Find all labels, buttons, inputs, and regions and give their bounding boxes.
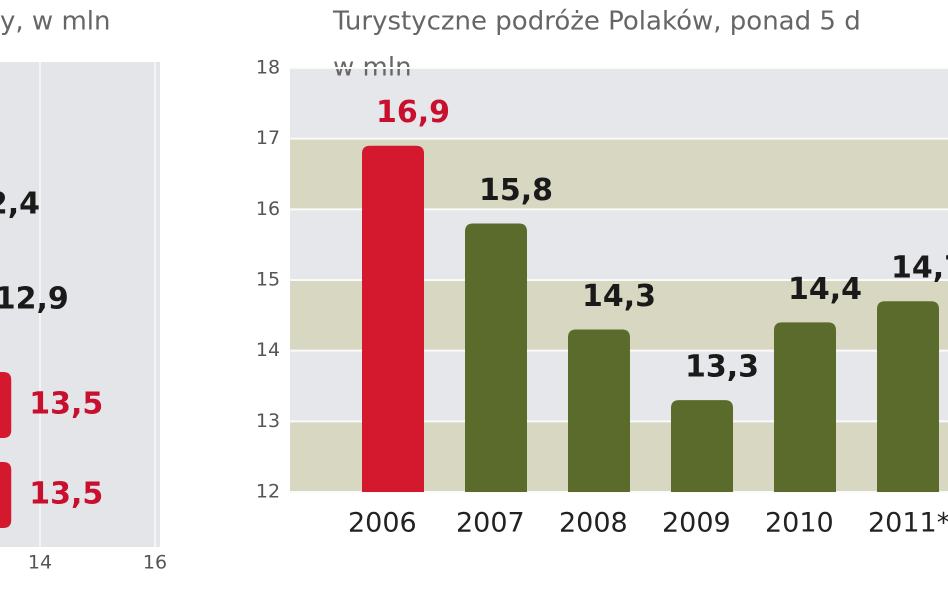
bar: [465, 223, 527, 492]
x-tick-label: 2009: [662, 508, 731, 539]
y-tick-label: 13: [256, 410, 280, 432]
y-tick-label: 17: [256, 127, 280, 149]
value-label: 16,9: [376, 95, 450, 130]
bar: [877, 301, 939, 492]
x-tick-label: 2011*: [868, 508, 948, 539]
bar: [362, 145, 424, 492]
bar: [0, 462, 12, 528]
left-plot-area: [0, 62, 160, 547]
x-tick-label: 2010: [765, 508, 834, 539]
value-label: 13,5: [29, 477, 103, 512]
bar: [774, 322, 836, 492]
value-label: 12,4: [0, 187, 40, 222]
value-label: 14,3: [582, 279, 656, 314]
y-tick-label: 14: [256, 339, 280, 361]
bar: [671, 400, 733, 492]
value-label: 13,3: [685, 350, 759, 385]
bar: [568, 329, 630, 492]
x-tick-label: 2007: [456, 508, 525, 539]
x-tick-label: 16: [143, 552, 167, 574]
y-tick-label: 16: [256, 198, 280, 220]
bar: [0, 372, 12, 438]
x-tick-label: 2008: [559, 508, 628, 539]
x-tick-label: 2006: [348, 508, 417, 539]
value-label: 13,5: [29, 387, 103, 422]
value-label: 12,9: [0, 282, 69, 317]
y-tick-label: 18: [256, 57, 280, 79]
value-label: 14,7: [891, 251, 948, 286]
y-tick-label: 12: [256, 481, 280, 503]
left-title: y, w mln: [0, 7, 110, 37]
value-label: 15,8: [479, 173, 553, 208]
y-tick-label: 15: [256, 269, 280, 291]
value-label: 14,4: [788, 272, 862, 307]
right-title: Turystyczne podróże Polaków, ponad 5 d: [332, 7, 861, 37]
x-tick-label: 14: [28, 552, 52, 574]
